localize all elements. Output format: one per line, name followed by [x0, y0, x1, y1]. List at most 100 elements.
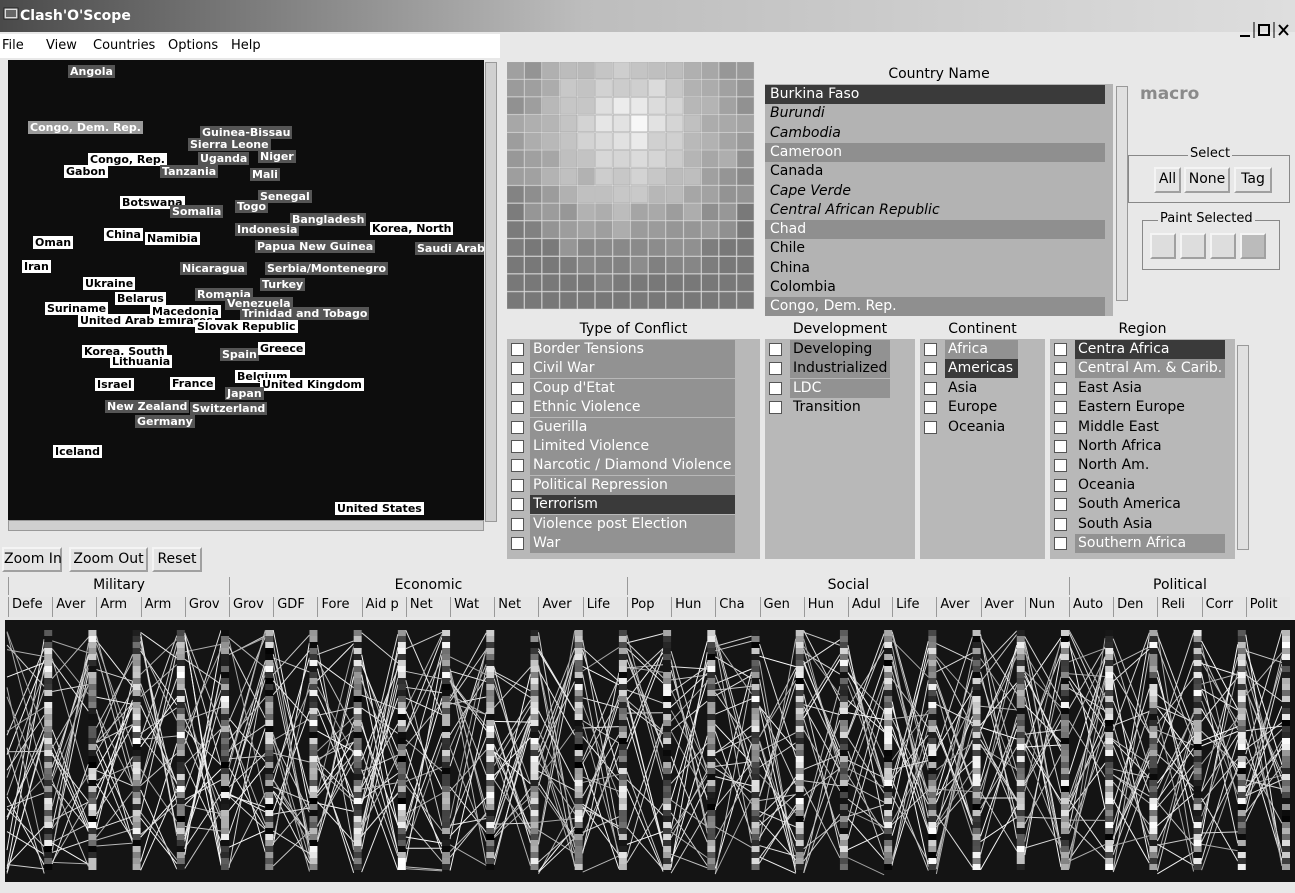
filter-item[interactable]: Eastern Europe — [1078, 399, 1185, 416]
axis-header[interactable]: Defe — [8, 597, 53, 617]
filter-checkbox[interactable] — [1054, 498, 1067, 512]
filter-checkbox[interactable] — [924, 401, 937, 415]
filter-checkbox[interactable] — [1054, 420, 1067, 434]
filter-item[interactable]: South America — [1078, 496, 1181, 513]
axis-header[interactable]: Pop — [626, 597, 672, 617]
country-item[interactable]: Congo, Dem. Rep. — [765, 297, 1105, 317]
filter-item[interactable]: Terrorism — [530, 495, 735, 515]
filter-item[interactable]: Transition — [793, 399, 861, 416]
menu-item[interactable]: Help — [231, 38, 261, 53]
filter-checkbox[interactable] — [769, 362, 782, 376]
country-item[interactable]: Colombia — [770, 279, 836, 295]
zoom-button[interactable]: Zoom In — [2, 547, 62, 572]
country-label[interactable]: Senegal — [258, 190, 312, 203]
country-label[interactable]: Togo — [235, 200, 269, 213]
country-item[interactable]: Burundi — [770, 105, 825, 122]
country-label[interactable]: Papua New Guinea — [255, 240, 376, 253]
axis-header[interactable]: Adul — [847, 597, 893, 617]
axis-header[interactable]: Corr — [1201, 597, 1246, 617]
country-label[interactable]: Korea, South — [82, 345, 167, 358]
country-label[interactable]: Indonesia — [235, 223, 300, 236]
country-item[interactable]: Cambodia — [770, 124, 841, 141]
axis-header[interactable]: GDF — [273, 597, 318, 617]
filter-item[interactable]: LDC — [790, 378, 890, 398]
country-item[interactable]: Canada — [770, 163, 824, 180]
country-label[interactable]: China — [104, 228, 143, 241]
filter-checkbox[interactable] — [924, 381, 937, 395]
country-label[interactable]: Guinea-Bissau — [200, 126, 293, 139]
filter-checkbox[interactable] — [511, 478, 524, 492]
filter-checkbox[interactable] — [924, 362, 937, 376]
country-label[interactable]: Japan — [225, 387, 264, 400]
country-label[interactable]: Bangladesh — [290, 213, 367, 226]
country-label[interactable]: Serbia/Montenegro — [265, 262, 389, 275]
filter-item[interactable]: Developing — [790, 340, 890, 359]
filter-item[interactable]: Americas — [945, 359, 1018, 379]
axis-header[interactable]: Fore — [317, 597, 362, 617]
menu-item[interactable]: View — [46, 38, 77, 53]
country-item[interactable]: Cape Verde — [770, 182, 851, 199]
axis-header[interactable]: Polit — [1245, 597, 1290, 617]
country-label[interactable]: Iceland — [53, 445, 102, 458]
filter-item[interactable]: War — [530, 534, 735, 553]
filter-checkbox[interactable] — [1054, 381, 1067, 395]
paint-button[interactable] — [1180, 233, 1206, 259]
filter-item[interactable]: Limited Violence — [530, 437, 735, 456]
country-item[interactable]: Chad — [765, 220, 1105, 240]
filter-item[interactable]: Asia — [948, 379, 978, 396]
select-button[interactable]: All — [1154, 167, 1181, 193]
filter-item[interactable]: Violence post Election — [530, 514, 735, 534]
menu-item[interactable]: Options — [168, 38, 219, 53]
filter-item[interactable]: Southern Africa — [1075, 534, 1225, 553]
axis-header[interactable]: Auto — [1068, 597, 1114, 617]
zoom-button[interactable]: Reset — [152, 547, 202, 572]
filter-checkbox[interactable] — [769, 343, 782, 356]
country-label[interactable]: Germany — [135, 415, 195, 428]
filter-checkbox[interactable] — [1054, 440, 1067, 453]
axis-header[interactable]: Grov — [184, 597, 230, 617]
filter-item[interactable]: Middle East — [1078, 418, 1159, 435]
filter-item[interactable]: Civil War — [530, 359, 735, 379]
country-label[interactable]: Turkey — [260, 278, 306, 291]
country-label[interactable]: United Kingdom — [260, 378, 364, 391]
axis-header[interactable]: Hun — [671, 597, 716, 617]
filter-checkbox[interactable] — [511, 381, 524, 395]
country-label[interactable]: Congo, Rep. — [88, 153, 167, 166]
axis-header[interactable]: Arm — [96, 597, 141, 617]
filter-checkbox[interactable] — [511, 517, 524, 531]
filter-item[interactable]: East Asia — [1078, 379, 1142, 396]
filter-checkbox[interactable] — [924, 420, 937, 434]
country-label[interactable]: Spain — [220, 348, 259, 361]
filter-checkbox[interactable] — [511, 420, 524, 434]
axis-header[interactable]: Aver — [936, 597, 981, 617]
country-label[interactable]: Greece — [258, 342, 306, 355]
country-label[interactable]: Botswana — [120, 196, 185, 209]
filter-item[interactable]: Coup d'Etat — [530, 378, 735, 398]
filter-checkbox[interactable] — [1054, 459, 1067, 473]
filter-item[interactable]: Border Tensions — [530, 340, 735, 359]
axis-header[interactable]: Net — [494, 597, 539, 617]
zoom-button[interactable]: Zoom Out — [69, 547, 148, 572]
filter-checkbox[interactable] — [1054, 537, 1067, 550]
country-label[interactable]: Tanzania — [160, 165, 219, 178]
axis-header[interactable]: Life — [892, 597, 937, 617]
filter-checkbox[interactable] — [769, 381, 782, 395]
country-label[interactable]: New Zealand — [105, 400, 190, 413]
country-label[interactable]: United States — [335, 502, 424, 515]
filter-item[interactable]: Centra Africa — [1075, 340, 1225, 359]
axis-header[interactable]: Gen — [759, 597, 804, 617]
filter-checkbox[interactable] — [511, 401, 524, 415]
filter-checkbox[interactable] — [1054, 401, 1067, 415]
paint-button[interactable] — [1240, 233, 1266, 259]
filter-item[interactable]: Narcotic / Diamond Violence — [530, 456, 735, 476]
filter-checkbox[interactable] — [511, 498, 524, 512]
menu-item[interactable]: Countries — [93, 38, 156, 53]
menu-item[interactable]: File — [2, 38, 24, 53]
axis-header[interactable]: Net — [405, 597, 451, 617]
country-label[interactable]: Lithuania — [110, 355, 173, 368]
country-label[interactable]: Mali — [250, 168, 280, 181]
filter-item[interactable]: Guerilla — [530, 417, 735, 437]
axis-header[interactable]: Hun — [803, 597, 848, 617]
filter-checkbox[interactable] — [511, 343, 524, 356]
country-item[interactable]: China — [770, 259, 810, 276]
